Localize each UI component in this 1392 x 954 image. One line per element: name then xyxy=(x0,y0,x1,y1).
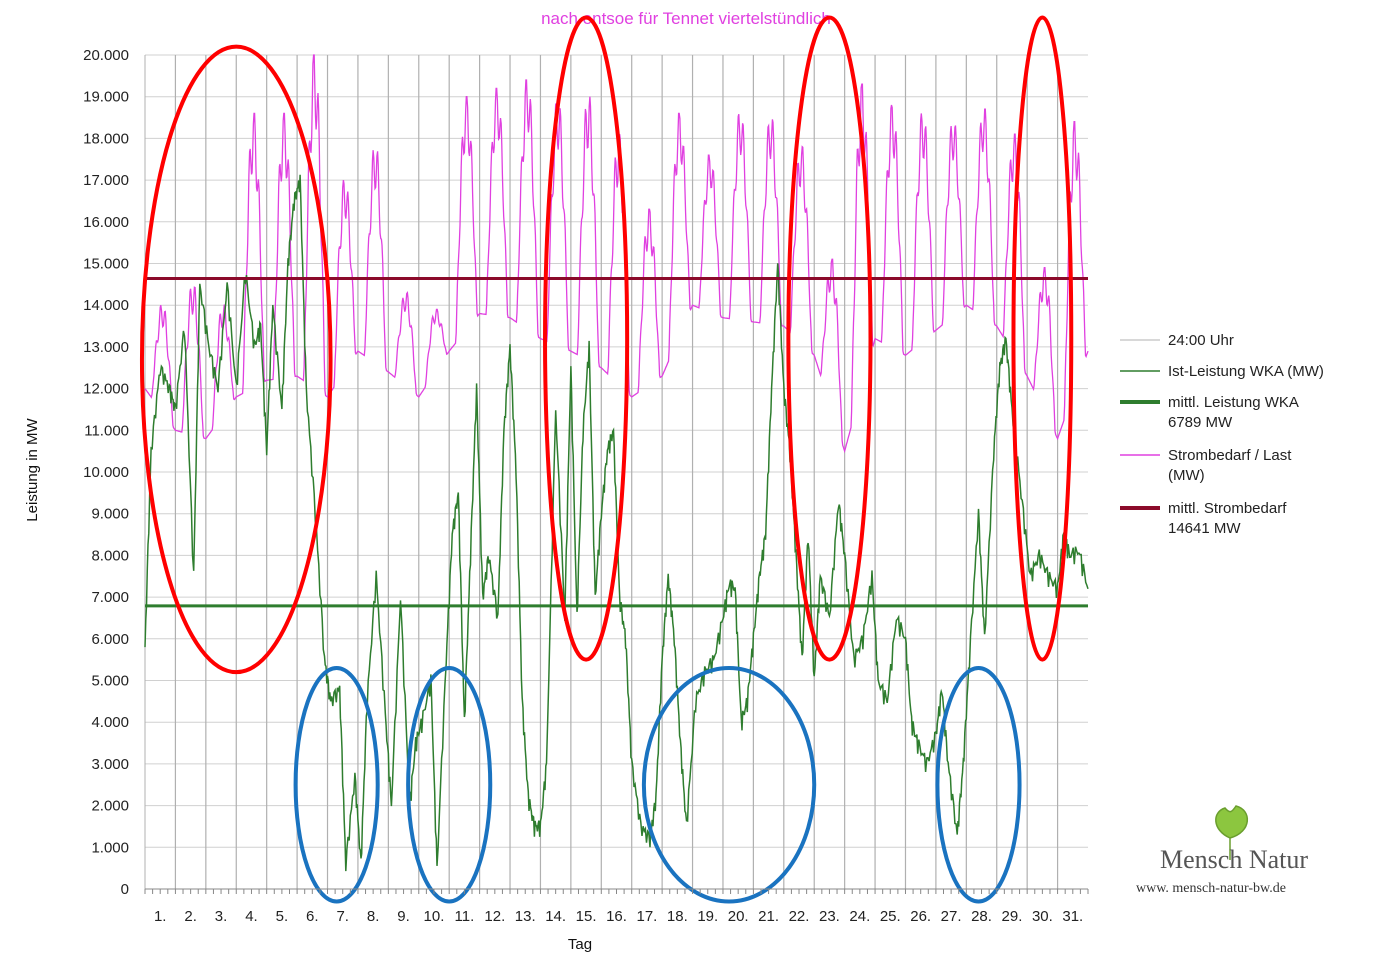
chart-title: nach entsoe für Tennet viertelstündlich xyxy=(541,9,831,28)
x-tick-label: 6. xyxy=(306,908,319,925)
x-tick-label: 19. xyxy=(697,908,718,925)
legend-label: Strombedarf / Last xyxy=(1168,447,1292,464)
annotation-ellipse xyxy=(406,665,493,904)
x-tick-label: 1. xyxy=(154,908,167,925)
y-tick-label: 17.000 xyxy=(83,172,129,189)
series-line-wka xyxy=(144,174,1089,872)
annotation-ellipse xyxy=(1011,15,1074,662)
x-tick-label: 3. xyxy=(215,908,228,925)
x-tick-label: 2. xyxy=(184,908,197,925)
annotation-ellipse xyxy=(786,15,873,662)
y-tick-label: 14.000 xyxy=(83,297,129,314)
x-tick-label: 22. xyxy=(789,908,810,925)
x-tick-label: 8. xyxy=(367,908,380,925)
legend-label: mittl. Leistung WKA xyxy=(1168,394,1299,411)
x-tick-label: 5. xyxy=(276,908,289,925)
y-tick-label: 0 xyxy=(121,881,129,898)
x-tick-label: 16. xyxy=(606,908,627,925)
logo-url: www. mensch-natur-bw.de xyxy=(1136,881,1286,896)
x-tick-label: 24. xyxy=(849,908,870,925)
y-tick-label: 1.000 xyxy=(91,839,129,856)
y-tick-label: 12.000 xyxy=(83,381,129,398)
series-layer xyxy=(144,54,1089,872)
logo-name: Mensch Natur xyxy=(1160,845,1308,874)
y-tick-label: 18.000 xyxy=(83,130,129,147)
legend-label: mittl. Strombedarf xyxy=(1168,500,1287,517)
y-tick-label: 8.000 xyxy=(91,547,129,564)
legend-label-line2: 14641 MW xyxy=(1168,520,1241,537)
annotation-ellipse xyxy=(543,15,630,662)
y-tick-label: 9.000 xyxy=(91,506,129,523)
annotation-ellipse xyxy=(293,665,380,904)
annotations xyxy=(139,15,1074,904)
legend: 24:00 Uhr Ist-Leistung WKA (MW) mittl. Lei… xyxy=(1120,332,1324,537)
legend-label: 24:00 Uhr xyxy=(1168,332,1234,349)
x-tick-label: 11. xyxy=(455,908,475,925)
y-tick-label: 7.000 xyxy=(91,589,129,606)
x-axis-title: Tag xyxy=(568,936,592,953)
annotation-ellipse xyxy=(139,44,333,675)
y-tick-label: 13.000 xyxy=(83,339,129,356)
x-tick-label: 25. xyxy=(880,908,901,925)
x-tick-label: 9. xyxy=(397,908,410,925)
x-tick-label: 23. xyxy=(819,908,840,925)
y-tick-label: 2.000 xyxy=(91,798,129,815)
x-tick-label: 17. xyxy=(636,908,657,925)
annotation-ellipse xyxy=(935,665,1022,904)
x-tick-label: 20. xyxy=(728,908,749,925)
x-tick-label: 7. xyxy=(336,908,349,925)
legend-label-line2: 6789 MW xyxy=(1168,414,1233,431)
x-tick-label: 31. xyxy=(1062,908,1083,925)
legend-label-line2: (MW) xyxy=(1168,467,1205,484)
y-tick-label: 19.000 xyxy=(83,89,129,106)
x-tick-label: 21. xyxy=(758,908,779,925)
x-tick-label: 15. xyxy=(576,908,597,925)
x-tick-label: 28. xyxy=(971,908,992,925)
x-tick-label: 13. xyxy=(515,908,536,925)
y-tick-label: 20.000 xyxy=(83,47,129,64)
x-tick-label: 10. xyxy=(424,908,445,925)
y-tick-label: 16.000 xyxy=(83,214,129,231)
legend-label: Ist-Leistung WKA (MW) xyxy=(1168,363,1324,380)
y-tick-label: 4.000 xyxy=(91,714,129,731)
y-tick-label: 5.000 xyxy=(91,673,129,690)
x-tick-label: 26. xyxy=(910,908,931,925)
y-tick-label: 6.000 xyxy=(91,631,129,648)
y-tick-label: 15.000 xyxy=(83,256,129,273)
x-tick-label: 18. xyxy=(667,908,688,925)
x-tick-label: 4. xyxy=(245,908,258,925)
y-tick-label: 10.000 xyxy=(83,464,129,481)
axes: 0 1.000 2.000 3.000 4.000 5.000 6.000 7.000 8.00… xyxy=(83,47,1089,925)
series-line-strombedarf xyxy=(144,54,1089,454)
y-tick-label: 11.000 xyxy=(84,422,129,439)
logo: Mensch Natur www. mensch-natur-bw.de xyxy=(1136,805,1308,896)
annotation-ellipse xyxy=(641,665,817,904)
x-tick-label: 29. xyxy=(1002,908,1023,925)
y-tick-label: 3.000 xyxy=(91,756,129,773)
x-tick-label: 14. xyxy=(545,908,566,925)
x-tick-label: 27. xyxy=(941,908,962,925)
x-tick-label: 30. xyxy=(1032,908,1053,925)
x-tick-label: 12. xyxy=(484,908,505,925)
y-axis-title: Leistung in MW xyxy=(24,417,41,521)
ginkgo-leaf-icon xyxy=(1215,805,1248,860)
